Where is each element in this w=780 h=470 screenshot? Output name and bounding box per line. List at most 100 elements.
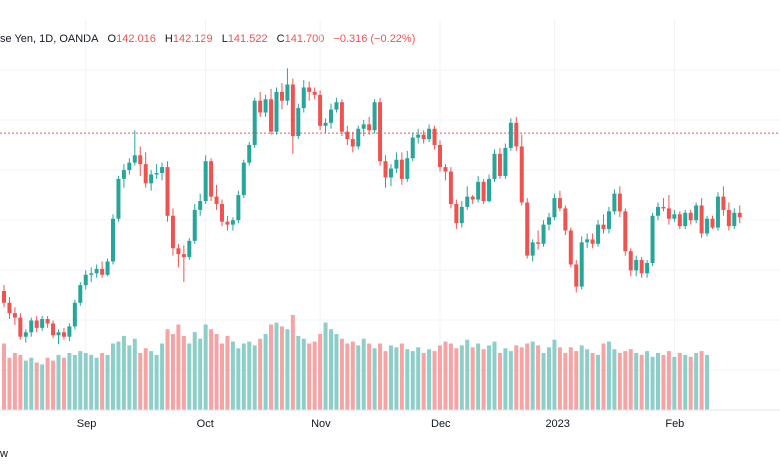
volume-bar bbox=[552, 339, 557, 410]
high-value: 142.129 bbox=[172, 33, 213, 45]
volume-bar bbox=[72, 354, 77, 410]
volume-bar bbox=[508, 351, 513, 410]
volume-bar bbox=[187, 343, 192, 410]
candle-body bbox=[56, 332, 61, 336]
x-tick-label: Nov bbox=[311, 418, 331, 430]
volume-bar bbox=[100, 353, 105, 410]
volume-bar bbox=[394, 347, 399, 410]
volume-bar bbox=[220, 343, 224, 410]
candle-body bbox=[666, 208, 671, 219]
volume-bar bbox=[127, 345, 132, 410]
volume-bar bbox=[585, 349, 590, 410]
volume-bar bbox=[568, 347, 573, 410]
volume-bar bbox=[432, 351, 437, 410]
high-label: H bbox=[164, 33, 173, 45]
candle-body bbox=[438, 144, 442, 168]
volume-bar bbox=[23, 360, 28, 410]
volume-bar bbox=[138, 353, 143, 410]
candle-body bbox=[443, 167, 448, 172]
candle-body bbox=[427, 128, 432, 140]
volume-bar bbox=[688, 356, 693, 410]
candle-body bbox=[612, 193, 617, 212]
candle-body bbox=[639, 260, 644, 274]
volume-bar bbox=[634, 353, 639, 410]
candle-body bbox=[677, 214, 682, 227]
open-label: O bbox=[107, 33, 117, 45]
volume-bar bbox=[170, 334, 175, 410]
x-tick-label: Sep bbox=[76, 418, 97, 430]
candle-body bbox=[61, 332, 66, 337]
candle-body bbox=[356, 128, 361, 147]
candle-body bbox=[579, 242, 584, 287]
candle-body bbox=[645, 262, 650, 274]
volume-bar bbox=[176, 324, 181, 410]
candle-body bbox=[634, 260, 639, 271]
candle-body bbox=[732, 212, 737, 227]
volume-bars bbox=[2, 315, 710, 410]
candle-body bbox=[617, 193, 622, 212]
candle-body bbox=[29, 320, 34, 333]
volume-bar bbox=[192, 332, 197, 410]
candle-body bbox=[307, 87, 312, 92]
candle-body bbox=[154, 173, 159, 175]
volume-bar bbox=[329, 329, 333, 410]
candle-body bbox=[279, 91, 284, 101]
candle-body bbox=[198, 201, 203, 210]
candle-body bbox=[601, 224, 606, 230]
volume-bar bbox=[705, 354, 710, 410]
volume-bar bbox=[541, 353, 546, 410]
candle-body bbox=[694, 205, 699, 221]
candle-body bbox=[94, 268, 99, 274]
candle-body bbox=[388, 168, 393, 178]
volume-bar bbox=[356, 345, 361, 410]
candle-body bbox=[541, 224, 546, 244]
volume-bar bbox=[318, 334, 323, 410]
volume-bar bbox=[7, 357, 12, 410]
volume-bar bbox=[285, 329, 290, 410]
low-label: L bbox=[221, 33, 228, 45]
volume-bar bbox=[67, 353, 72, 410]
candle-body bbox=[465, 196, 470, 207]
volume-bar bbox=[203, 324, 208, 410]
volume-bar bbox=[45, 357, 50, 410]
volume-bar bbox=[40, 364, 45, 410]
candle-body bbox=[585, 239, 590, 243]
candle-body bbox=[563, 208, 568, 231]
volume-bar bbox=[470, 347, 475, 410]
candle-body bbox=[421, 134, 426, 140]
x-tick-label: Feb bbox=[665, 418, 685, 430]
candle-body bbox=[67, 326, 72, 337]
volume-bar bbox=[301, 338, 306, 410]
candle-body bbox=[339, 102, 344, 132]
candle-body bbox=[329, 109, 333, 123]
volume-bar bbox=[514, 345, 519, 410]
candle-body bbox=[203, 161, 208, 202]
candle-body bbox=[476, 181, 481, 200]
volume-bar bbox=[230, 341, 235, 410]
volume-bar bbox=[198, 338, 203, 410]
volume-bar bbox=[269, 324, 274, 410]
volume-bar bbox=[405, 349, 410, 410]
volume-bar bbox=[258, 338, 263, 410]
candle-body bbox=[23, 332, 28, 337]
volume-bar bbox=[252, 345, 257, 410]
volume-bar bbox=[427, 349, 432, 410]
volume-bar bbox=[339, 338, 344, 410]
volume-bar bbox=[263, 334, 268, 410]
volume-bar bbox=[459, 345, 464, 410]
candle-body bbox=[45, 319, 50, 324]
candle-body bbox=[459, 206, 464, 224]
candle-body bbox=[372, 102, 377, 131]
volume-bar bbox=[503, 348, 508, 410]
candle-body bbox=[269, 99, 274, 132]
ohlc-legend: se Yen, 1D, OANDA O142.016 H142.129 L141… bbox=[0, 33, 415, 45]
volume-bar bbox=[617, 353, 622, 410]
volume-bar bbox=[661, 354, 666, 410]
volume-bar bbox=[650, 356, 655, 410]
x-tick-label: 2023 bbox=[545, 418, 570, 430]
candle-body bbox=[40, 319, 45, 328]
candle-body bbox=[416, 134, 421, 138]
volume-bar bbox=[29, 357, 34, 410]
volume-bar bbox=[105, 354, 110, 410]
